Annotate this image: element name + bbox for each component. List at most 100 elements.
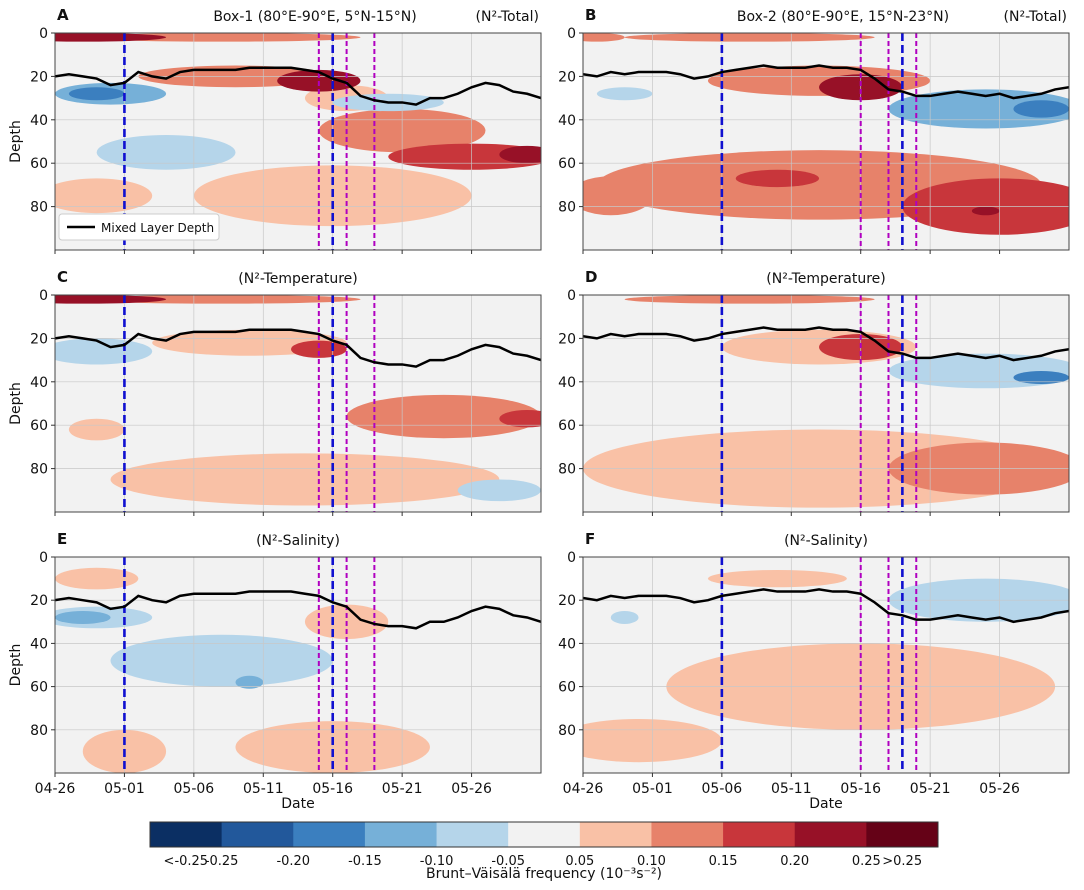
- panel-variable-label: (N²-Salinity): [256, 533, 340, 549]
- y-tick-label: 0: [39, 550, 48, 566]
- x-tick-label: 05-01: [104, 781, 145, 797]
- contour-blob: [624, 295, 875, 304]
- legend-label: Mixed Layer Depth: [101, 221, 214, 235]
- contour-blob: [707, 569, 847, 588]
- contour-blob: [68, 87, 125, 101]
- colorbar-swatch: [293, 822, 366, 847]
- y-tick-label: 60: [558, 156, 576, 172]
- contour-blob: [596, 87, 653, 101]
- x-tick-label: 05-01: [632, 781, 673, 797]
- colorbar-label: Brunt–Väisälä frequency (10⁻³s⁻²): [426, 866, 662, 882]
- x-tick-label: 05-26: [451, 781, 492, 797]
- y-tick-label: 80: [558, 723, 576, 739]
- x-axis-label: Date: [809, 796, 842, 812]
- contour-blob: [96, 134, 236, 170]
- contour-blob: [1013, 370, 1069, 384]
- y-tick-label: 80: [30, 723, 48, 739]
- contour-blob: [55, 178, 153, 214]
- contour-blob: [610, 611, 639, 624]
- panels: 0 20 40 60 80 A Box-1 (80°E-90°E, 5°N-15°N) (N²…: [8, 6, 1070, 812]
- plot-frame: [54, 294, 542, 513]
- colorbar-tick-label: -0.05: [491, 854, 525, 869]
- contour-blob: [583, 33, 625, 42]
- y-tick-label: 20: [30, 69, 48, 85]
- contour-blob: [55, 295, 167, 304]
- panel-title: Box-1 (80°E-90°E, 5°N-15°N): [213, 9, 416, 25]
- contour-blob: [110, 453, 500, 506]
- y-tick-label: 20: [558, 69, 576, 85]
- y-tick-label: 60: [558, 680, 576, 696]
- panel-letter: A: [57, 6, 69, 24]
- contour-blob: [971, 206, 1000, 216]
- y-tick-label: 60: [558, 418, 576, 434]
- contour-blob: [735, 169, 820, 188]
- panel-B: 0 20 40 60 80 B Box-2 (80°E-90°E, 15°N-23°N) (N…: [558, 6, 1070, 254]
- x-tick-label: 05-26: [979, 781, 1020, 797]
- panel-A: 0 20 40 60 80 A Box-1 (80°E-90°E, 5°N-15°N) (N²…: [8, 6, 542, 254]
- y-tick-label: 20: [30, 331, 48, 347]
- contour-blob: [277, 69, 361, 92]
- colorbar-tick-label: 0.10: [637, 854, 666, 869]
- contour-blob: [235, 675, 264, 689]
- y-tick-label: 40: [558, 113, 576, 129]
- contour-blob: [68, 418, 125, 441]
- plot-frame: [54, 556, 542, 774]
- x-tick-label: 05-11: [243, 781, 284, 797]
- contour-blob: [55, 567, 139, 590]
- y-tick-label: 0: [567, 550, 576, 566]
- colorbar-swatch: [150, 822, 223, 847]
- legend-box: [58, 213, 220, 241]
- y-tick-label: 0: [567, 26, 576, 42]
- y-tick-label: 80: [30, 462, 48, 478]
- panel-variable-label: (N²-Salinity): [784, 533, 868, 549]
- colorbar-swatch: [723, 822, 796, 847]
- x-axis-label: Date: [281, 796, 314, 812]
- y-tick-label: 0: [567, 288, 576, 304]
- colorbar-tick-label: 0.25: [852, 854, 881, 869]
- colorbar-tick-label: <-0.25: [164, 854, 209, 869]
- contour-blob: [499, 145, 541, 164]
- colorbar-swatch: [579, 822, 652, 847]
- mixed-layer-depth-line: [55, 66, 541, 106]
- x-tick-label: 04-26: [563, 781, 604, 797]
- colorbar-swatch: [651, 822, 724, 847]
- panel-variable-label: (N²-Total): [1004, 9, 1067, 25]
- contour-blob: [55, 338, 153, 365]
- y-tick-label: 40: [30, 375, 48, 391]
- mixed-layer-depth-line: [55, 590, 541, 630]
- colorbar-frame: [149, 821, 939, 848]
- panel-C: 0 20 40 60 80 C (N²-Temperature) Depth: [8, 268, 542, 516]
- panel-letter: D: [585, 268, 597, 286]
- x-tick-label: 05-06: [702, 781, 743, 797]
- colorbar-tick-label: -0.25: [205, 854, 239, 869]
- y-tick-label: 40: [558, 375, 576, 391]
- contour-blob: [888, 89, 1069, 129]
- colorbar-swatch: [866, 822, 939, 847]
- x-tick-label: 05-21: [910, 781, 951, 797]
- colorbar-tick-label: 0.20: [780, 854, 809, 869]
- mixed-layer-depth-line: [583, 588, 1069, 624]
- contour-blob: [346, 394, 541, 439]
- plot-frame: [582, 556, 1070, 774]
- y-tick-label: 20: [558, 593, 576, 609]
- colorbar-tick-label: >0.25: [882, 854, 922, 869]
- contour-blob: [110, 634, 333, 687]
- contour-blob: [583, 176, 653, 216]
- panel-letter: C: [57, 268, 68, 286]
- colorbar-tick-label: -0.10: [420, 854, 454, 869]
- x-tick-label: 05-16: [312, 781, 353, 797]
- y-tick-label: 0: [39, 26, 48, 42]
- y-tick-label: 80: [558, 462, 576, 478]
- x-tick-label: 05-16: [840, 781, 881, 797]
- plot-frame: [582, 32, 1070, 251]
- colorbar: <-0.25-0.25 -0.20 -0.15 -0.10 -0.05 0.05 0.10 0…: [149, 821, 939, 869]
- y-axis-label: Depth: [8, 382, 24, 425]
- colorbar-swatch: [221, 822, 294, 847]
- panel-letter: B: [585, 6, 596, 24]
- x-tick-label: 05-06: [174, 781, 215, 797]
- plot-frame: [582, 294, 1070, 513]
- colorbar-tick-label: 0.15: [709, 854, 738, 869]
- mixed-layer-depth-line: [583, 64, 1069, 100]
- panel-letter: E: [57, 530, 67, 548]
